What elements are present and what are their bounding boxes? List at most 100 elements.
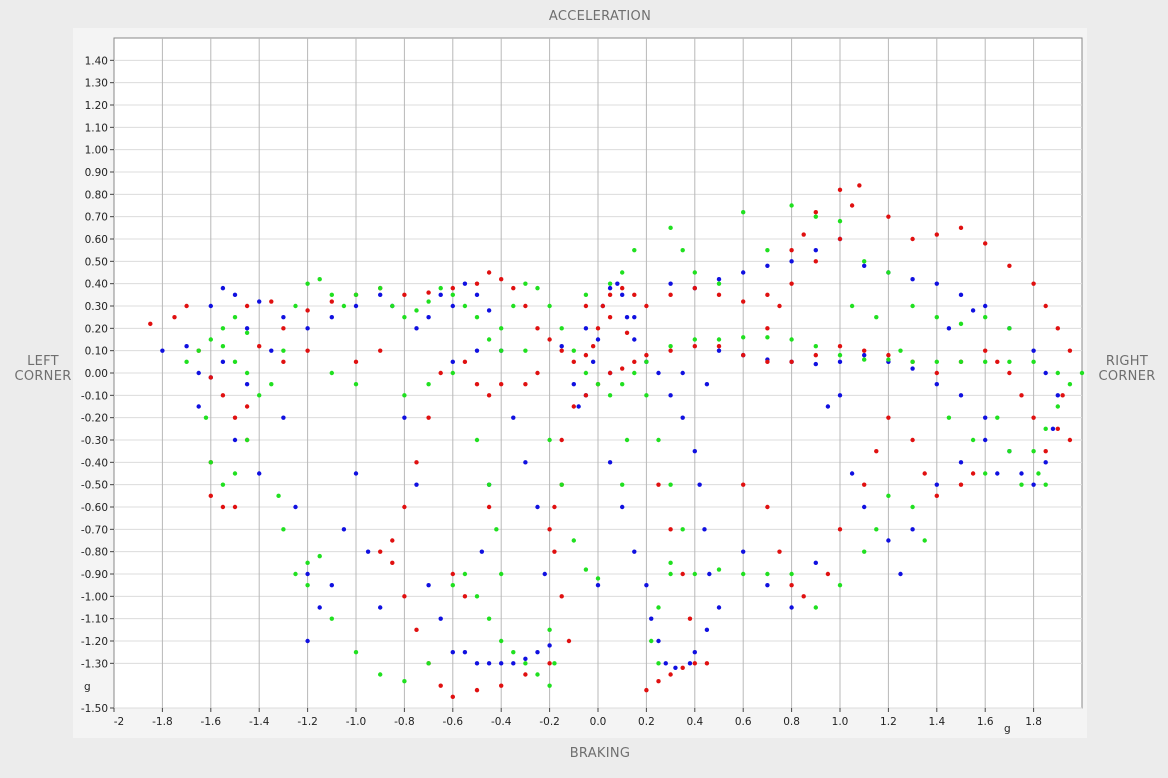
data-point [559, 326, 564, 331]
data-point [281, 415, 286, 420]
y-tick-label: -0.70 [81, 524, 108, 536]
data-point [741, 549, 746, 554]
data-point [462, 571, 468, 577]
data-point [595, 582, 601, 588]
data-point [704, 627, 710, 633]
data-point [789, 281, 794, 286]
data-point [499, 661, 504, 666]
right-corner-line2: CORNER [1098, 369, 1156, 384]
data-point [1031, 448, 1036, 454]
x-tick-label: 0.6 [735, 716, 752, 728]
data-point [474, 661, 480, 666]
data-point [208, 303, 213, 309]
data-point [983, 437, 988, 443]
data-point [673, 665, 678, 670]
data-point [716, 277, 722, 282]
data-point [244, 326, 250, 331]
data-point [269, 348, 274, 353]
data-point [765, 582, 770, 588]
data-point [378, 292, 383, 298]
data-point [305, 560, 310, 566]
data-point [571, 381, 576, 387]
data-point [813, 214, 818, 219]
series-3 [184, 203, 1085, 688]
data-point [499, 638, 504, 644]
data-point [257, 344, 262, 349]
data-point [232, 415, 238, 420]
data-point [886, 270, 891, 275]
data-point [402, 292, 407, 298]
data-point [946, 415, 952, 420]
data-point [813, 560, 818, 566]
data-point [765, 247, 770, 253]
data-point [813, 352, 818, 358]
y-tick-label: -1.00 [81, 591, 108, 603]
data-point [620, 270, 625, 275]
data-point [620, 504, 625, 510]
data-point [1060, 393, 1065, 398]
y-axis-ticks: 1.40 1.30 1.20 1.10 1.00 0.90 0.80 0.70 0.60 0.50… [81, 55, 114, 715]
data-point [886, 352, 891, 358]
data-point [244, 303, 250, 309]
x-unit-label: g [1004, 723, 1011, 735]
data-point [849, 471, 855, 476]
data-point [341, 303, 347, 309]
data-point [958, 292, 964, 298]
data-point [450, 359, 455, 365]
data-point [257, 393, 262, 398]
data-point [680, 370, 685, 376]
y-tick-label: -1.50 [81, 703, 108, 715]
data-point [789, 337, 794, 342]
data-point [499, 326, 504, 331]
data-point [789, 582, 794, 588]
data-point [390, 538, 395, 543]
data-point [426, 661, 431, 666]
data-point [668, 281, 673, 286]
data-point [668, 393, 673, 398]
data-point [208, 460, 213, 465]
data-point [499, 683, 504, 688]
data-point [649, 638, 654, 644]
data-point [644, 303, 649, 309]
data-point [547, 661, 552, 666]
data-point [547, 627, 552, 633]
data-point [958, 482, 964, 487]
data-point [765, 359, 770, 365]
data-point [566, 638, 572, 644]
y-tick-label: -0.80 [81, 547, 108, 559]
data-point [692, 448, 697, 454]
data-point [1019, 482, 1024, 487]
data-point [704, 661, 710, 666]
y-tick-label: 0.20 [85, 323, 108, 335]
data-point [511, 285, 516, 291]
y-tick-label: -0.10 [81, 390, 108, 402]
data-point [450, 694, 455, 700]
data-point [511, 415, 516, 420]
data-point [462, 359, 468, 365]
data-point [244, 437, 250, 443]
data-point [837, 218, 843, 224]
data-point [583, 352, 589, 358]
data-point [402, 393, 407, 398]
data-point [576, 404, 581, 409]
data-point [1019, 393, 1024, 398]
data-point [232, 292, 238, 298]
data-point [244, 404, 250, 409]
data-point [462, 594, 468, 599]
data-point [1043, 482, 1048, 487]
data-point [583, 326, 589, 331]
data-point [789, 203, 794, 208]
data-point [922, 538, 927, 543]
data-point [663, 661, 668, 666]
data-point [656, 605, 661, 610]
data-point [595, 326, 601, 331]
data-point [414, 482, 419, 487]
data-point [741, 335, 746, 340]
data-point [632, 292, 637, 298]
data-point [765, 571, 770, 577]
data-point [680, 415, 685, 420]
data-point [1043, 460, 1048, 465]
data-point [983, 471, 988, 476]
data-point [607, 393, 613, 398]
data-point [571, 404, 576, 409]
